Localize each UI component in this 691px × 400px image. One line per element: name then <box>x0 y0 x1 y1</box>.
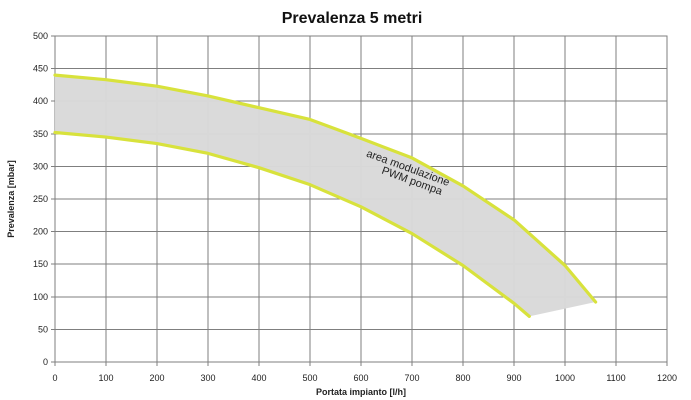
x-tick-label: 400 <box>251 373 266 383</box>
lower-performance-curve <box>53 130 531 318</box>
x-axis-tick-labels: 0 100 200 300 400 500 600 700 800 900 1000 1100 1200 <box>52 373 677 383</box>
modulation-area <box>55 75 596 317</box>
y-tick-label: 50 <box>38 324 48 334</box>
y-tick-label: 250 <box>33 194 48 204</box>
x-tick-label: 1100 <box>606 373 625 383</box>
y-tick-label: 450 <box>33 64 48 74</box>
chart-title: Prevalenza 5 metri <box>282 10 423 27</box>
y-tick-label: 350 <box>33 129 48 139</box>
x-tick-label: 1000 <box>555 373 575 383</box>
x-tick-label: 700 <box>404 373 419 383</box>
y-tick-label: 400 <box>33 96 48 106</box>
upper-performance-curve <box>53 73 598 304</box>
y-tick-label: 0 <box>43 357 48 367</box>
x-tick-label: 800 <box>455 373 470 383</box>
y-tick-label: 500 <box>33 31 48 41</box>
y-tick-label: 100 <box>33 292 48 302</box>
y-axis-label: Prevalenza [mbar] <box>6 160 16 238</box>
y-tick-label: 200 <box>33 227 48 237</box>
y-tick-label: 300 <box>33 161 48 171</box>
x-tick-label: 900 <box>506 373 521 383</box>
x-tick-label: 300 <box>200 373 215 383</box>
x-tick-label: 0 <box>52 373 57 383</box>
y-axis-tick-labels: 0 50 100 150 200 250 300 350 400 450 500 <box>33 31 48 367</box>
x-tick-label: 100 <box>98 373 113 383</box>
y-tick-label: 150 <box>33 259 48 269</box>
axis-ticks <box>51 35 668 366</box>
x-tick-label: 1200 <box>657 373 677 383</box>
x-axis-label: Portata impianto [l/h] <box>316 387 406 397</box>
x-tick-label: 600 <box>353 373 368 383</box>
x-tick-label: 500 <box>302 373 317 383</box>
x-tick-label: 200 <box>149 373 164 383</box>
